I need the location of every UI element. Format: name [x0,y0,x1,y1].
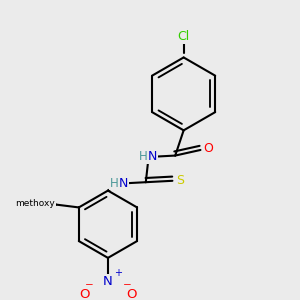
Text: N: N [148,150,158,163]
Text: −: − [123,280,131,290]
Text: −: − [85,280,93,290]
Text: H: H [110,176,118,190]
Text: O: O [45,197,55,210]
Text: Cl: Cl [178,30,190,43]
Text: O: O [203,142,213,155]
Text: +: + [114,268,122,278]
Text: S: S [176,174,184,187]
Text: N: N [119,176,128,190]
Text: O: O [80,288,90,300]
Text: N: N [103,275,113,288]
Text: H: H [139,150,148,163]
Text: O: O [126,288,136,300]
Text: methoxy: methoxy [16,199,55,208]
